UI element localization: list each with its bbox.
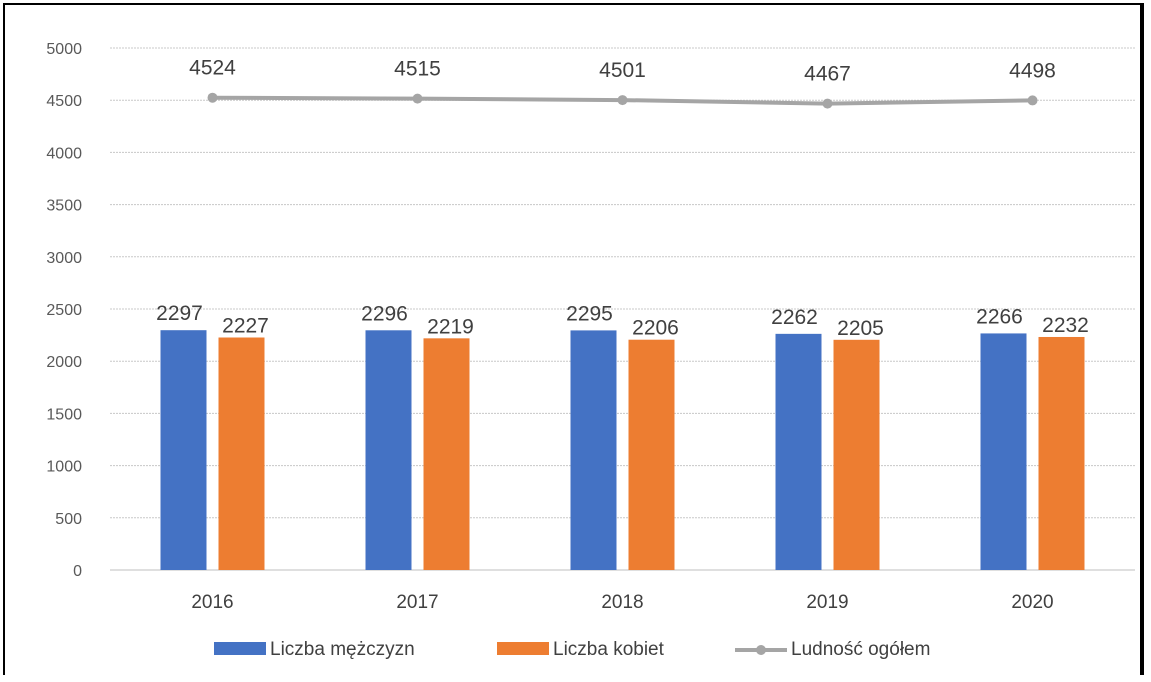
bar-data-label: 2295 [566, 302, 613, 325]
y-tick-label: 4500 [46, 93, 82, 110]
line-data-label: 4467 [804, 63, 851, 86]
y-tick-label: 1000 [46, 459, 82, 476]
y-tick-label: 3000 [46, 250, 82, 267]
x-tick-label: 2017 [396, 592, 438, 613]
series-point [617, 95, 628, 106]
bar-data-label: 2227 [222, 315, 269, 338]
bar [1038, 336, 1085, 570]
bar-data-label: 2262 [771, 306, 818, 329]
bar [628, 339, 675, 570]
y-tick-label: 0 [73, 563, 82, 580]
y-tick-label: 1500 [46, 406, 82, 423]
bar-data-label: 2205 [837, 317, 884, 340]
x-tick-label: 2019 [806, 592, 848, 613]
bar [423, 338, 470, 570]
x-axis: 2016 2017 2018 2019 2020 [191, 592, 1053, 613]
y-tick-label: 2500 [46, 302, 82, 319]
y-tick-label: 500 [55, 511, 82, 528]
line-data-label: 4498 [1009, 59, 1056, 82]
bar [775, 333, 822, 570]
bar [365, 330, 412, 570]
bar [570, 330, 617, 570]
bar-series [160, 330, 1085, 570]
line-data-label: 4524 [189, 57, 236, 80]
bar-data-label: 2232 [1042, 314, 1089, 337]
line-data-label: 4501 [599, 59, 646, 82]
series-point [822, 98, 833, 109]
bar [833, 339, 880, 570]
bar [980, 333, 1027, 570]
bar-data-label: 2297 [156, 302, 203, 325]
series-point [1027, 95, 1038, 106]
series-point [207, 92, 218, 103]
bar-data-label: 2296 [361, 302, 408, 325]
line-series: 4524 4515 4501 4467 4498 [189, 57, 1056, 109]
bar-data-labels: 2297 2296 2295 2262 2266 2227 2219 2206 2205 2232 [156, 302, 1089, 340]
legend-label: Ludność ogółem [791, 639, 930, 660]
x-tick-label: 2016 [191, 592, 233, 613]
bar-data-label: 2266 [976, 305, 1023, 328]
x-tick-label: 2020 [1011, 592, 1053, 613]
legend-label: Liczba kobiet [553, 639, 665, 660]
y-tick-label: 5000 [46, 41, 82, 58]
chart-frame [3, 3, 1144, 675]
x-tick-label: 2018 [601, 592, 643, 613]
legend: Liczba mężczyzn Liczba kobiet Ludność ogół… [214, 639, 930, 660]
y-tick-label: 2000 [46, 354, 82, 371]
gridlines [110, 47, 1135, 571]
legend-swatch [497, 642, 549, 655]
series-point [412, 93, 423, 104]
legend-marker [756, 645, 766, 655]
y-tick-label: 3500 [46, 198, 82, 215]
line-data-label: 4515 [394, 58, 441, 81]
bar-data-label: 2219 [427, 315, 474, 338]
bar-data-label: 2206 [632, 317, 679, 340]
bar [218, 337, 265, 570]
y-axis: 0 500 1000 1500 2000 2500 3000 3500 4000 4500 5000 [46, 41, 82, 580]
legend-swatch [214, 642, 266, 655]
legend-label: Liczba mężczyzn [270, 639, 415, 660]
bar [160, 330, 207, 570]
y-tick-label: 4000 [46, 145, 82, 162]
